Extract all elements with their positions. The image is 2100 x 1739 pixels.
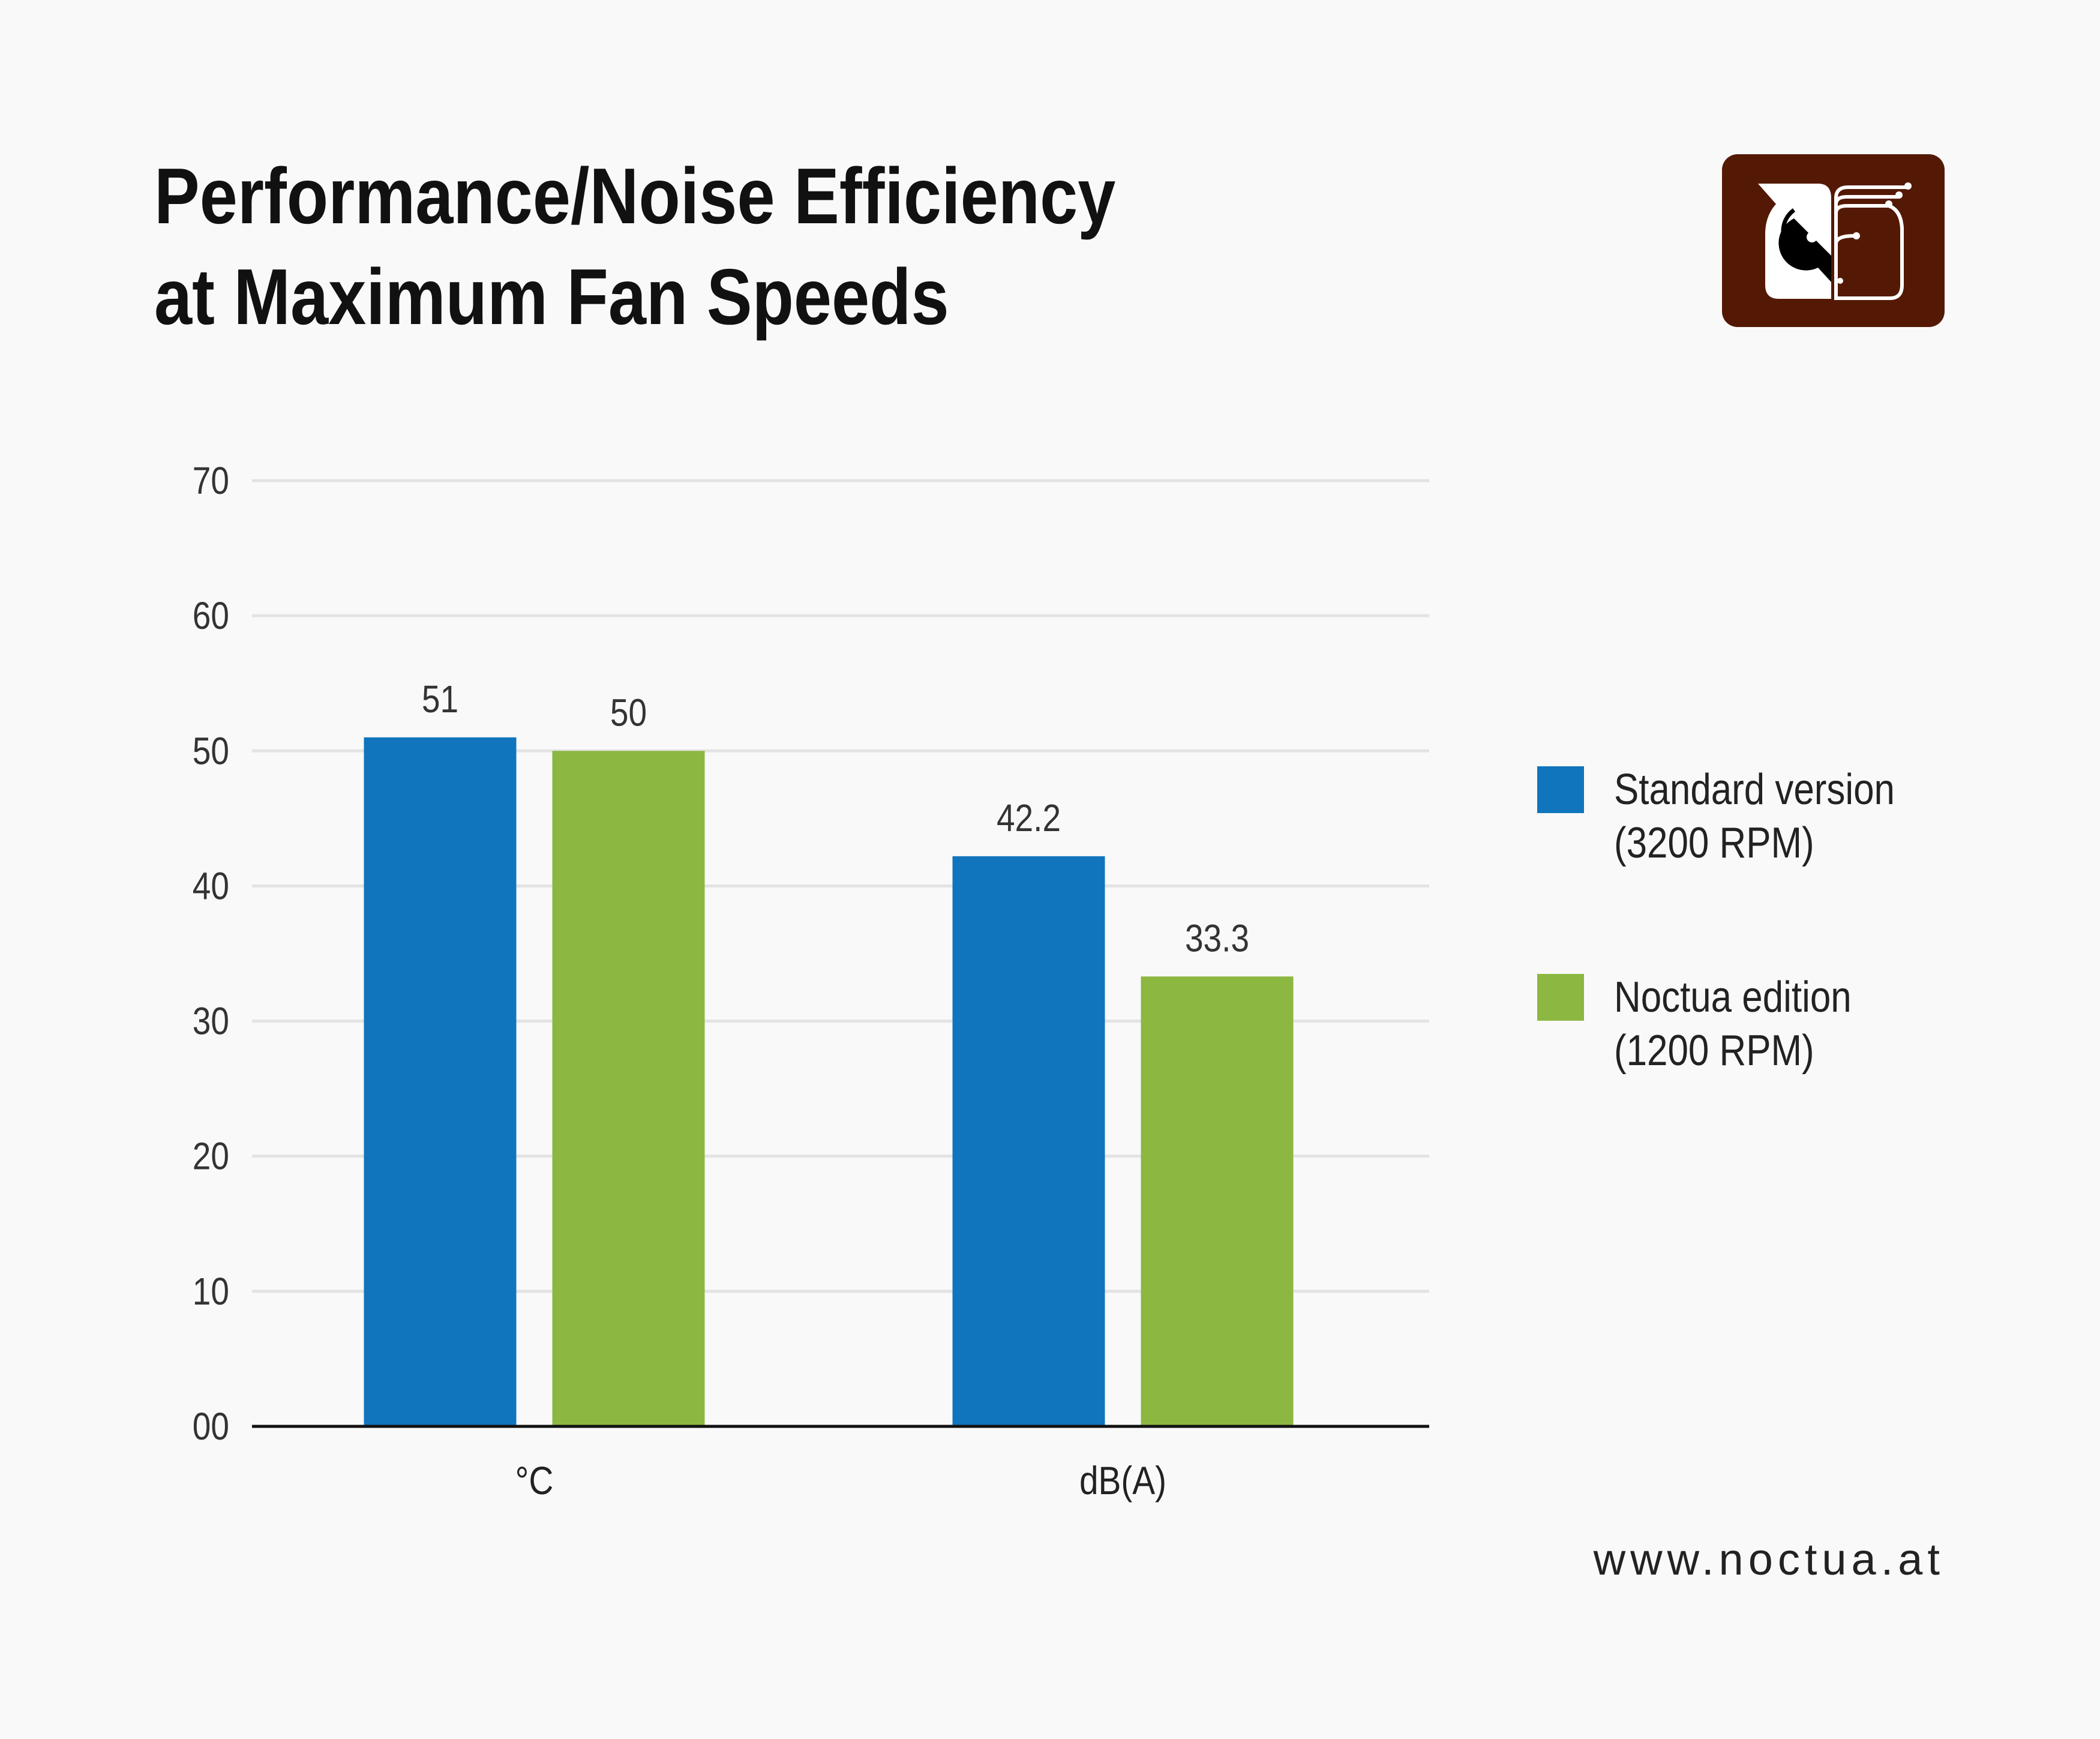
bar-value-label: 50 (610, 691, 647, 734)
legend-label: Standard version (1614, 766, 1895, 814)
y-tick-label: 40 (193, 865, 229, 908)
bar (552, 751, 705, 1426)
bar (364, 737, 517, 1426)
chart-title: Performance/Noise Efficiency at Maximum … (154, 152, 1115, 341)
y-tick-label: 60 (193, 594, 229, 637)
title-line-2: at Maximum Fan Speeds (154, 253, 949, 341)
x-axis-category-labels: °C dB(A) (515, 1459, 1166, 1503)
x-category-label: dB(A) (1079, 1459, 1166, 1503)
legend-item: Standard version (3200 RPM) (1537, 766, 1895, 867)
bar-value-label: 33.3 (1185, 916, 1249, 960)
bars: 51 50 42.2 33.3 (364, 677, 1294, 1426)
legend-label: Noctua edition (1614, 973, 1852, 1021)
bar (1141, 976, 1294, 1426)
y-tick-label: 10 (193, 1270, 229, 1313)
noctua-logo-icon (1722, 154, 1945, 327)
y-tick-label: 70 (193, 459, 229, 502)
legend-swatch (1537, 766, 1584, 813)
bar-value-label: 51 (422, 677, 458, 721)
title-line-1: Performance/Noise Efficiency (154, 152, 1115, 241)
legend-swatch (1537, 974, 1584, 1021)
y-axis-tick-labels: 00 10 20 30 40 50 60 70 (193, 459, 229, 1448)
y-tick-label: 50 (193, 729, 229, 772)
legend-label: (1200 RPM) (1614, 1027, 1814, 1075)
y-tick-label: 00 (193, 1405, 229, 1448)
legend-item: Noctua edition (1200 RPM) (1537, 973, 1852, 1075)
y-tick-label: 30 (193, 1000, 229, 1043)
legend-label: (3200 RPM) (1614, 819, 1814, 867)
bar (952, 856, 1105, 1426)
x-category-label: °C (515, 1459, 554, 1503)
legend: Standard version (3200 RPM) Noctua edition… (1537, 766, 1895, 1075)
footer-url[interactable]: www.noctua.at (1593, 1534, 1945, 1584)
y-tick-label: 20 (193, 1135, 229, 1178)
bar-value-label: 42.2 (997, 796, 1061, 839)
